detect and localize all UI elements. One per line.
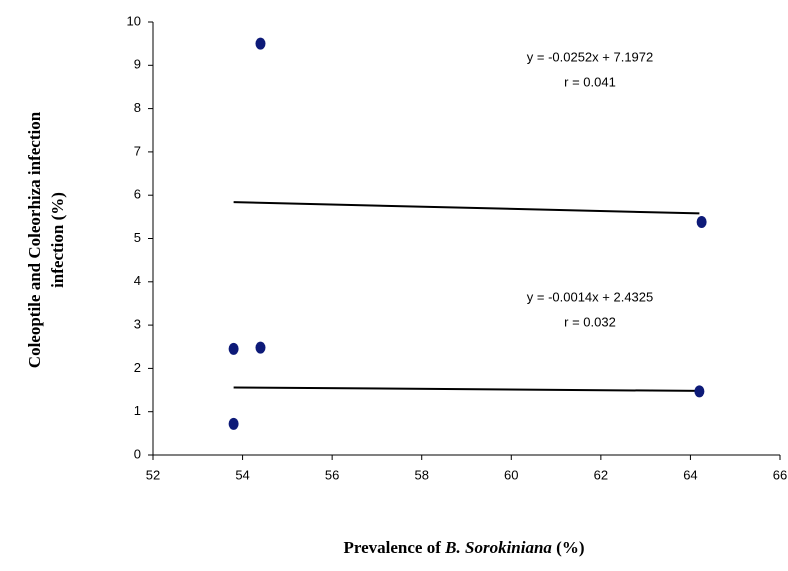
y-tick-label: 0 bbox=[134, 446, 141, 461]
x-tick-label: 52 bbox=[146, 467, 160, 482]
x-tick-label: 54 bbox=[235, 467, 249, 482]
y-axis-title: Coleoptile and Coleorhiza infection bbox=[25, 111, 44, 368]
y-tick-label: 1 bbox=[134, 403, 141, 418]
y-tick-label: 5 bbox=[134, 230, 141, 245]
point bbox=[255, 341, 266, 354]
x-tick-label: 64 bbox=[683, 467, 697, 482]
point bbox=[255, 37, 266, 50]
y-tick-label: 3 bbox=[134, 317, 141, 332]
x-tick-label: 66 bbox=[773, 467, 787, 482]
x-tick-label: 60 bbox=[504, 467, 518, 482]
y-axis-title: infection (%) bbox=[48, 192, 67, 288]
x-tick-label: 58 bbox=[414, 467, 428, 482]
point bbox=[694, 385, 705, 398]
y-tick-label: 2 bbox=[134, 360, 141, 375]
trend-annotation: r = 0.041 bbox=[564, 74, 616, 89]
y-tick-label: 8 bbox=[134, 100, 141, 115]
y-tick-label: 7 bbox=[134, 143, 141, 158]
x-axis-title: Prevalence of B. Sorokiniana (%) bbox=[344, 538, 585, 557]
trend-annotation: y = -0.0014x + 2.4325 bbox=[527, 289, 653, 304]
point bbox=[228, 417, 239, 430]
y-tick-label: 6 bbox=[134, 187, 141, 202]
x-axis-title-part: (%) bbox=[552, 538, 585, 557]
x-tick-label: 56 bbox=[325, 467, 339, 482]
trend-line bbox=[233, 386, 700, 392]
trend-annotation: r = 0.032 bbox=[564, 314, 616, 329]
point bbox=[696, 216, 707, 229]
x-axis-title-part: Prevalence of bbox=[344, 538, 446, 557]
y-tick-label: 10 bbox=[127, 13, 141, 28]
trend-line bbox=[233, 201, 700, 215]
x-tick-label: 62 bbox=[594, 467, 608, 482]
trend-annotation: y = -0.0252x + 7.1972 bbox=[527, 49, 653, 64]
y-tick-label: 9 bbox=[134, 57, 141, 72]
point bbox=[228, 342, 239, 355]
y-tick-label: 4 bbox=[134, 273, 141, 288]
x-axis-title-part: B. Sorokiniana bbox=[444, 538, 552, 557]
